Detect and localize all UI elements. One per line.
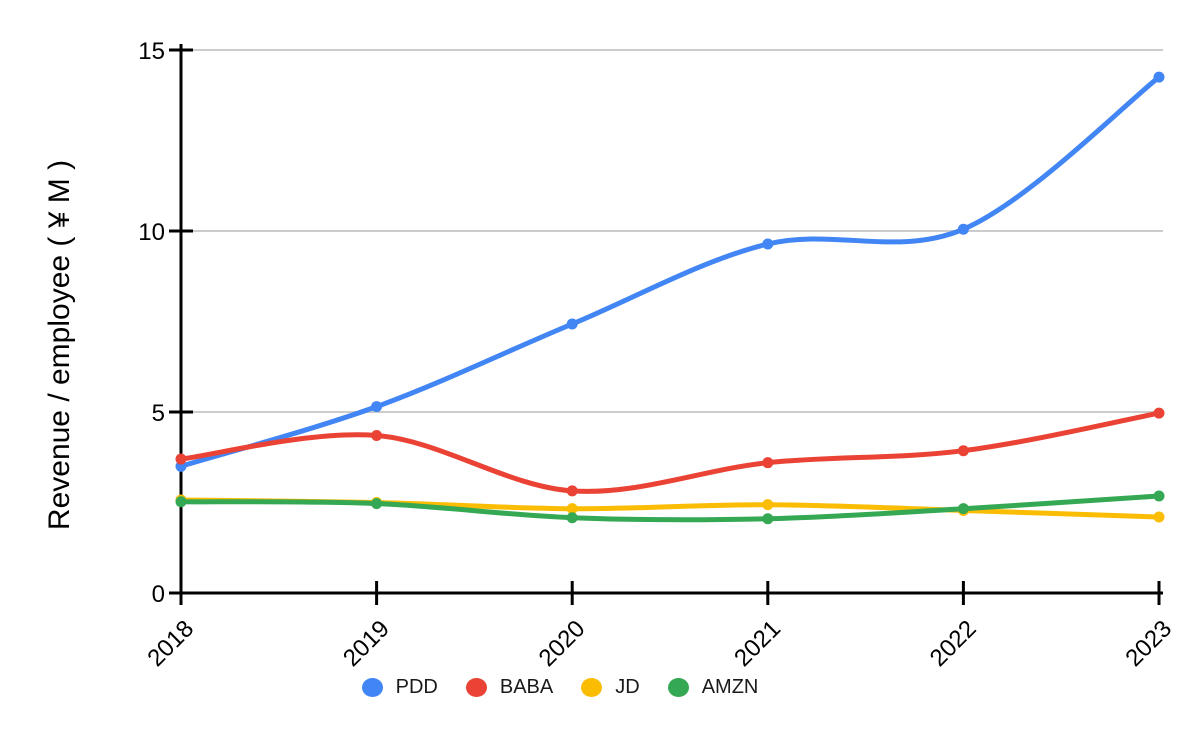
series-point-BABA <box>1153 407 1165 419</box>
series-point-AMZN <box>762 513 774 525</box>
legend-item-JD: JD <box>581 676 640 699</box>
legend-item-PDD: PDD <box>361 676 438 699</box>
y-tick-label: 0 <box>152 581 165 608</box>
x-tick-label: 2022 <box>925 615 982 672</box>
x-tick-label: 2018 <box>142 615 199 672</box>
legend-label: AMZN <box>701 676 759 698</box>
legend-label: JD <box>615 676 640 698</box>
legend-dot-AMZN <box>667 678 689 697</box>
series-point-PDD <box>566 318 578 330</box>
y-axis-title: Revenue / employee ( ¥ M ) <box>43 159 76 531</box>
series-point-PDD <box>762 238 774 250</box>
x-tick-label: 2023 <box>1120 615 1177 672</box>
legend-dot-JD <box>581 678 603 697</box>
legend-dot-BABA <box>465 678 487 697</box>
series-point-BABA <box>762 457 774 469</box>
legend-label: BABA <box>499 676 554 698</box>
series-point-BABA <box>175 453 187 465</box>
x-tick-label: 2019 <box>338 615 395 672</box>
series-line-PDD <box>178 74 1162 469</box>
series-point-AMZN <box>566 512 578 524</box>
y-tick-label: 15 <box>138 38 165 65</box>
legend: PDD BABA JD AMZN <box>0 676 1120 699</box>
series-line-BABA <box>178 410 1162 494</box>
series-point-BABA <box>371 430 383 442</box>
series-point-AMZN <box>957 503 969 515</box>
legend-dot-PDD <box>361 678 383 697</box>
series-point-JD <box>762 499 774 511</box>
series-line-AMZN <box>178 493 1162 523</box>
legend-item-AMZN: AMZN <box>667 676 759 699</box>
series-point-PDD <box>371 401 383 413</box>
series-point-BABA <box>957 445 969 457</box>
y-tick-label: 10 <box>138 219 165 246</box>
y-tick-label: 5 <box>152 400 165 427</box>
series-point-JD <box>566 503 578 515</box>
series-point-AMZN <box>1153 490 1165 502</box>
series-point-JD <box>1153 511 1165 523</box>
legend-item-BABA: BABA <box>465 676 554 699</box>
legend-label: PDD <box>395 676 438 698</box>
series-point-AMZN <box>371 498 383 510</box>
series-point-PDD <box>957 223 969 235</box>
x-tick-label: 2020 <box>534 615 591 672</box>
series-point-AMZN <box>175 496 187 508</box>
x-tick-label: 2021 <box>729 615 786 672</box>
series-point-PDD <box>1153 71 1165 83</box>
series-point-BABA <box>566 485 578 497</box>
